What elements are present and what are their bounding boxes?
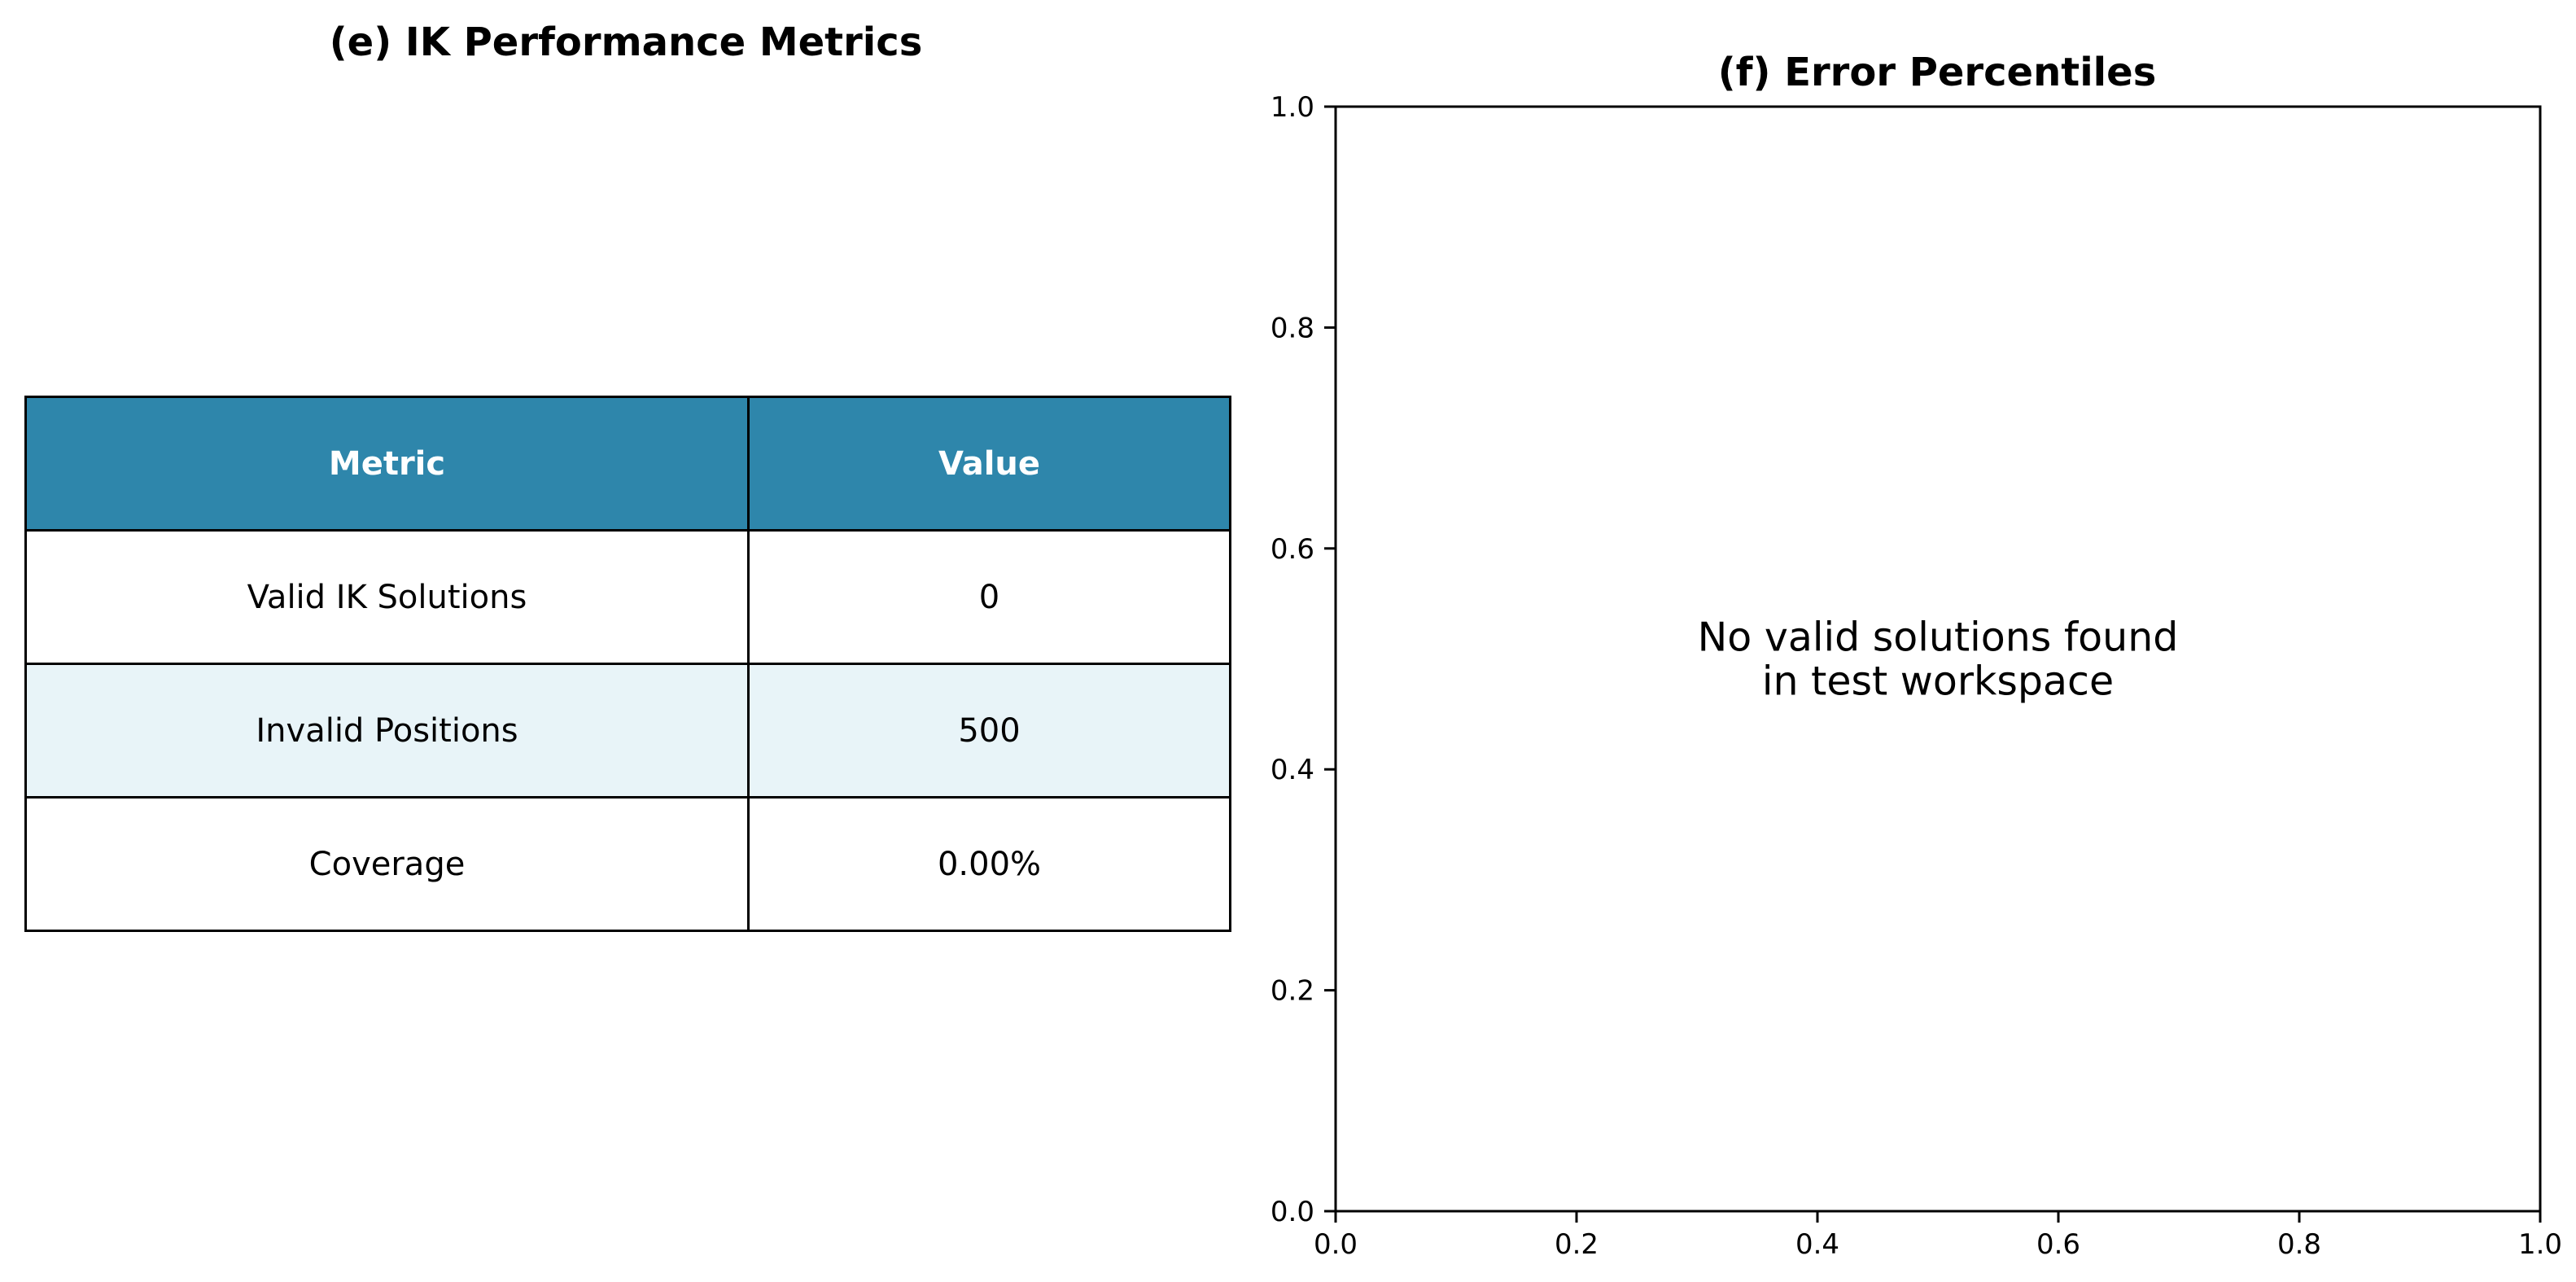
x-tick-label: 0.0 — [1314, 1228, 1358, 1261]
y-tick-label: 0.0 — [1271, 1196, 1314, 1228]
y-tick-label: 0.2 — [1271, 975, 1314, 1008]
no-solutions-note: in test workspace — [1762, 659, 2114, 705]
y-tick-label: 0.4 — [1271, 754, 1314, 786]
x-tick-label: 1.0 — [2518, 1228, 2562, 1261]
x-tick-label: 0.6 — [2036, 1228, 2080, 1261]
x-tick-label: 0.2 — [1555, 1228, 1599, 1261]
metric-cell: Invalid Positions — [24, 663, 750, 799]
metric-cell: Valid IK Solutions — [24, 529, 750, 665]
table-row: Coverage 0.00% — [24, 796, 1231, 932]
x-tick-label: 0.4 — [1795, 1228, 1839, 1261]
table-header-row: Metric Value — [24, 396, 1231, 532]
header-cell-metric: Metric — [24, 396, 750, 532]
header-cell-value: Value — [747, 396, 1231, 532]
y-tick-label: 0.6 — [1271, 533, 1314, 566]
metrics-table: Metric Value Valid IK Solutions 0 Invali… — [24, 396, 1231, 932]
table-title: (e) IK Performance Metrics — [329, 20, 923, 65]
table-row: Invalid Positions 500 — [24, 663, 1231, 799]
x-tick-label: 0.8 — [2277, 1228, 2321, 1261]
table-row: Valid IK Solutions 0 — [24, 529, 1231, 665]
no-solutions-note: No valid solutions found — [1698, 615, 2179, 661]
value-cell: 0 — [747, 529, 1231, 665]
value-cell: 0.00% — [747, 796, 1231, 932]
chart-title: (f) Error Percentiles — [1717, 50, 2157, 95]
value-cell: 500 — [747, 663, 1231, 799]
y-tick-label: 0.8 — [1271, 312, 1314, 344]
y-tick-label: 1.0 — [1271, 91, 1314, 124]
axes-frame — [1334, 105, 2542, 1213]
metric-cell: Coverage — [24, 796, 750, 932]
